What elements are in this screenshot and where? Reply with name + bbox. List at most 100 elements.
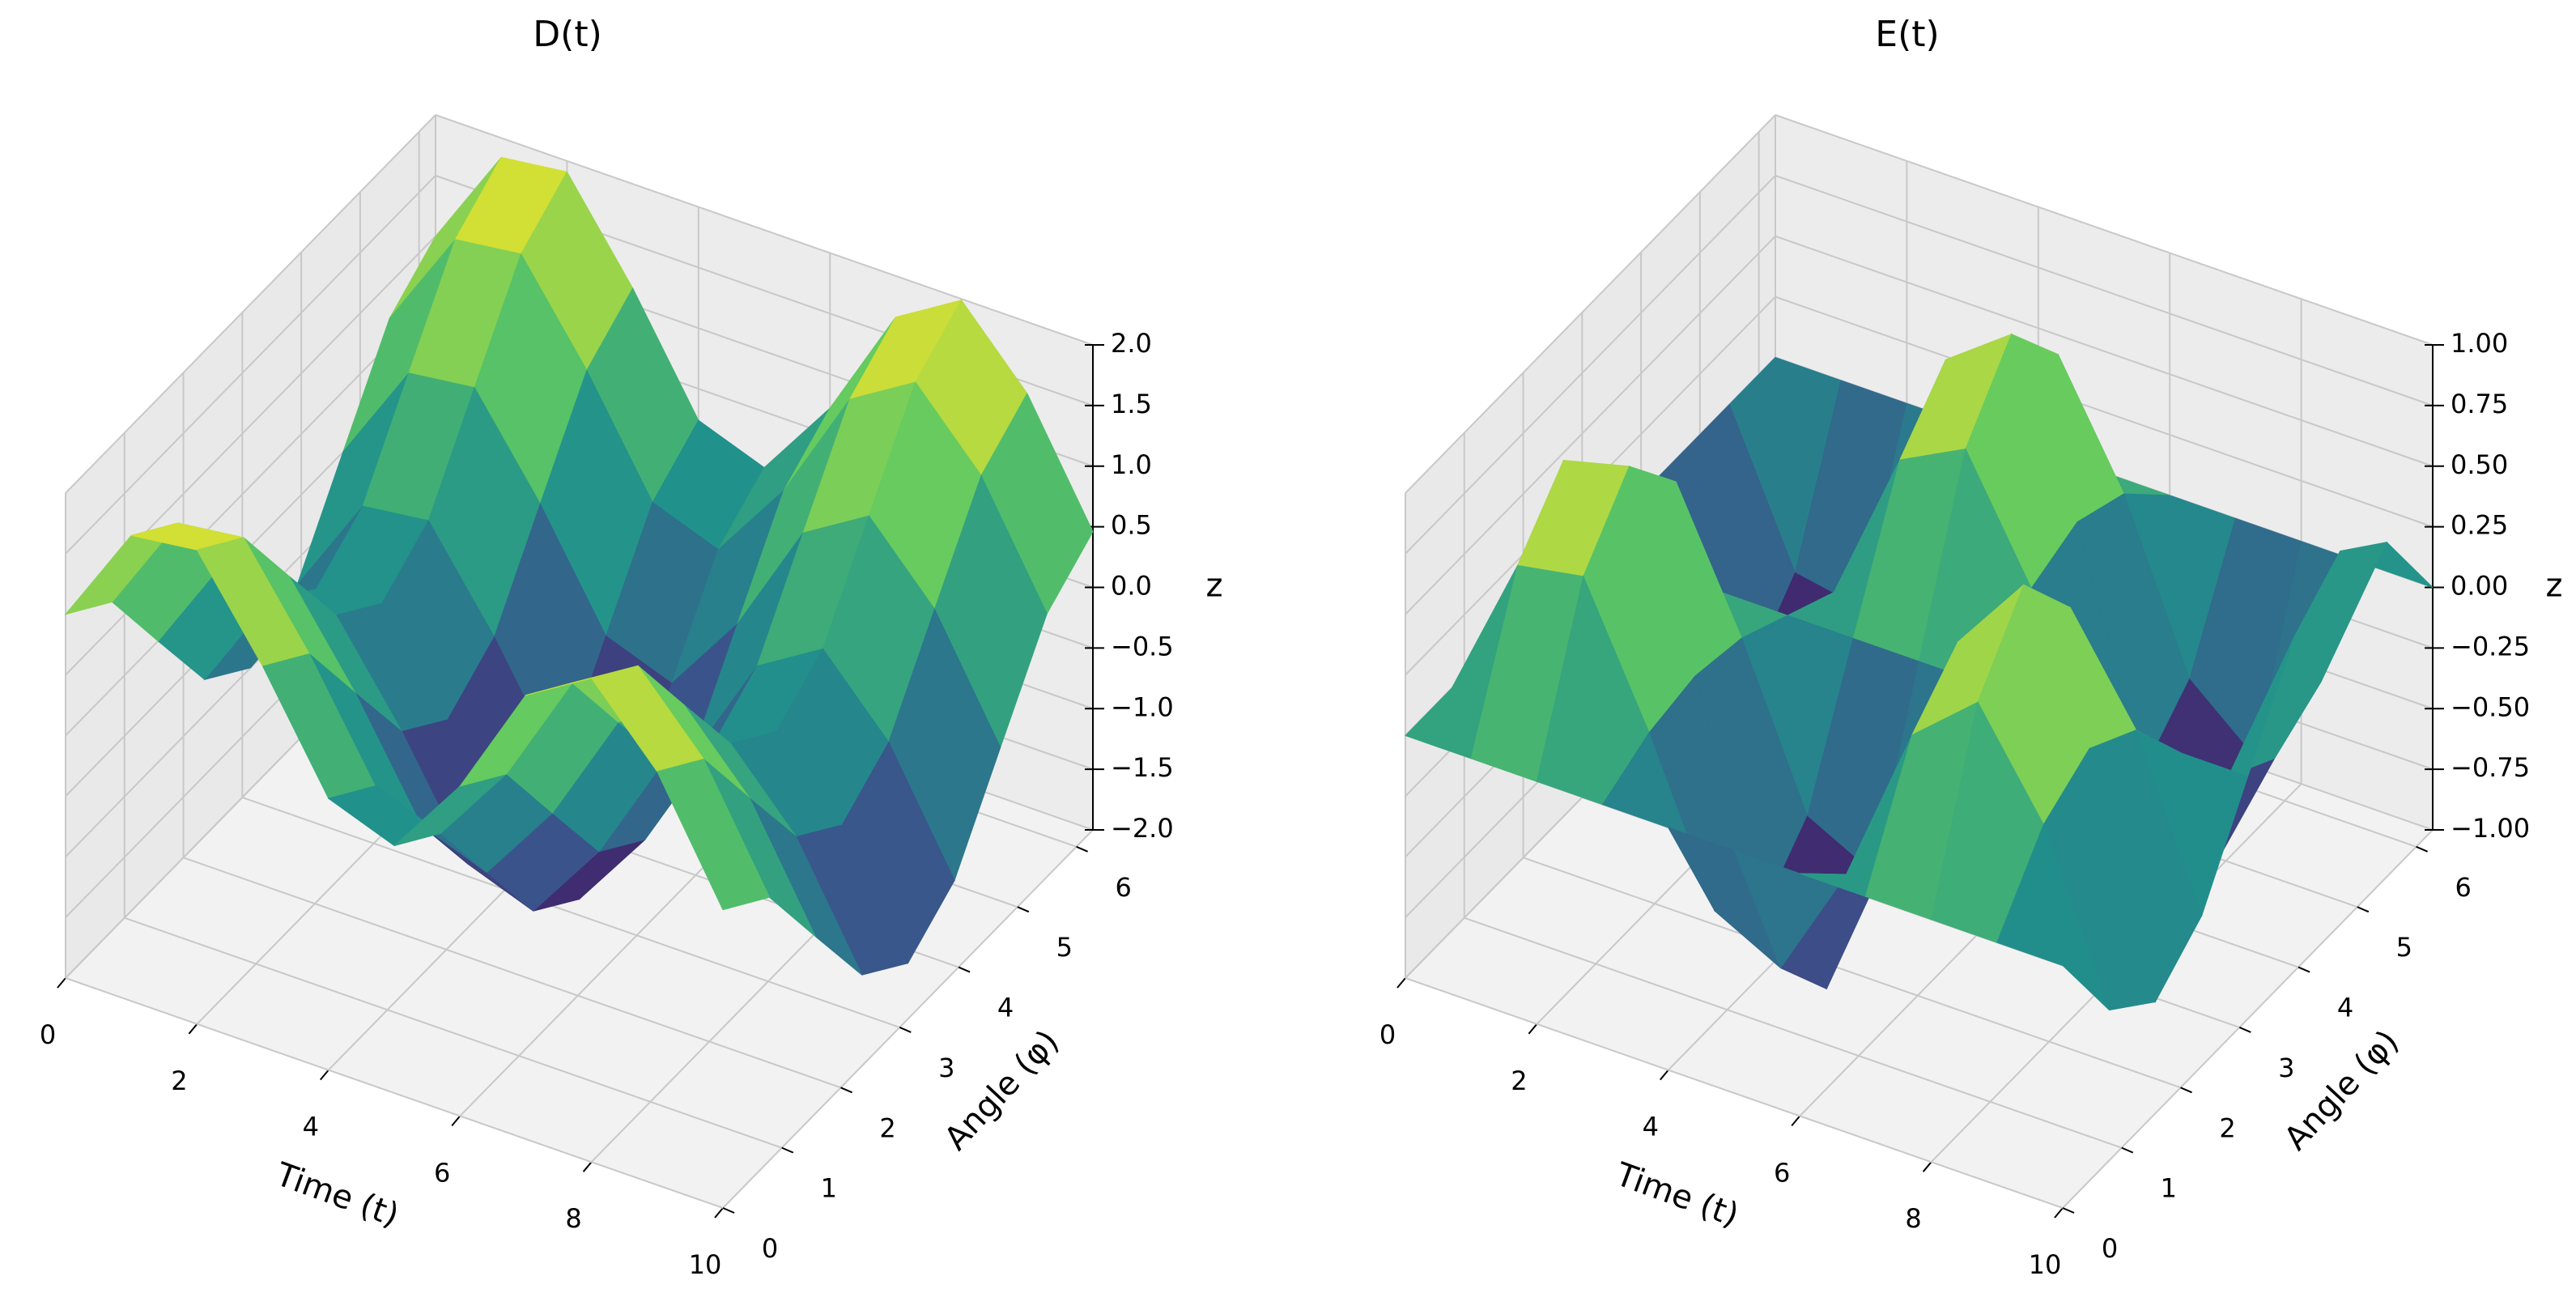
grid-line bbox=[1464, 917, 2123, 1149]
y-tick-label: 5 bbox=[1056, 932, 1073, 963]
grid-line bbox=[183, 857, 841, 1089]
subplot: 0 2 4 6 8 10 0 1 2 3 4 5 6 −1.00 −0.75 −0.50 −0.25 0.00 0.… bbox=[1379, 14, 2563, 1280]
chart-title: E(t) bbox=[1875, 14, 1939, 55]
z-tick-label: 2.0 bbox=[1111, 328, 1152, 359]
tick-mark bbox=[2298, 966, 2310, 973]
grid-line bbox=[722, 829, 1094, 1209]
tick-mark bbox=[1396, 977, 1406, 989]
y-tick-label: 4 bbox=[2337, 993, 2353, 1023]
y-tick-label: 3 bbox=[2278, 1053, 2294, 1083]
x-tick-label: 2 bbox=[1511, 1065, 1527, 1096]
z-axis-label: z bbox=[2546, 568, 2563, 605]
grid-line bbox=[1523, 857, 2181, 1089]
tick-mark bbox=[2054, 1207, 2064, 1219]
x-tick-label: 8 bbox=[1905, 1203, 1921, 1234]
z-tick-label: 0.25 bbox=[2451, 510, 2508, 541]
z-tick-label: −0.25 bbox=[2451, 631, 2530, 661]
tick-mark bbox=[781, 1146, 794, 1154]
y-tick-label: 4 bbox=[997, 993, 1014, 1023]
z-tick-label: −0.50 bbox=[2451, 691, 2530, 722]
tick-mark bbox=[451, 1115, 461, 1127]
grid-line bbox=[1775, 114, 2434, 346]
grid-line bbox=[241, 796, 900, 1028]
z-tick-label: 0.50 bbox=[2451, 449, 2508, 480]
y-tick-label: 6 bbox=[2455, 872, 2471, 903]
tick-mark bbox=[1528, 1023, 1538, 1035]
grid-line bbox=[1775, 174, 2434, 406]
grid-line bbox=[1405, 977, 2064, 1209]
grid-line bbox=[1405, 236, 1776, 615]
y-tick-label: 0 bbox=[762, 1233, 778, 1264]
tick-mark bbox=[1017, 906, 1030, 913]
y-tick-label: 2 bbox=[2219, 1112, 2235, 1143]
tick-mark bbox=[2357, 906, 2370, 913]
grid-line bbox=[65, 114, 436, 494]
z-tick-label: 0.5 bbox=[1111, 510, 1152, 541]
tick-mark bbox=[2416, 845, 2429, 853]
z-tick-label: −1.00 bbox=[2451, 813, 2530, 844]
tick-mark bbox=[714, 1207, 724, 1219]
z-tick-label: 1.5 bbox=[1111, 389, 1152, 419]
grid-line bbox=[435, 114, 1094, 346]
tick-mark bbox=[320, 1069, 329, 1081]
y-axis-label: Angle (φ) bbox=[937, 1023, 1066, 1158]
z-tick-label: −1.5 bbox=[1111, 752, 1174, 783]
chart-title: D(t) bbox=[533, 14, 601, 55]
grid-line bbox=[124, 917, 783, 1149]
x-tick-label: 10 bbox=[2029, 1249, 2062, 1280]
grid-line bbox=[1775, 235, 2434, 467]
grid-line bbox=[2062, 829, 2434, 1209]
y-tick-label: 0 bbox=[2102, 1233, 2118, 1264]
tick-mark bbox=[1076, 845, 1089, 853]
subplot: 0 2 4 6 8 10 0 1 2 3 4 5 6 −2.0 −1.5 −1.0 −0.5 0.0 0.5 1.0 1… bbox=[40, 14, 1223, 1280]
y-tick-label: 5 bbox=[2396, 932, 2412, 963]
tick-mark bbox=[899, 1026, 912, 1033]
tick-mark bbox=[1791, 1115, 1800, 1127]
z-tick-label: −1.0 bbox=[1111, 691, 1174, 722]
y-tick-label: 3 bbox=[938, 1053, 954, 1083]
grid-line bbox=[1405, 175, 1776, 555]
grid-line bbox=[1405, 114, 1776, 494]
z-tick-label: 0.00 bbox=[2451, 571, 2508, 602]
tick-mark bbox=[958, 966, 971, 973]
z-tick-label: −2.0 bbox=[1111, 813, 1174, 844]
y-tick-label: 1 bbox=[2161, 1173, 2177, 1204]
tick-mark bbox=[1660, 1069, 1669, 1081]
y-tick-label: 6 bbox=[1115, 872, 1131, 903]
x-tick-label: 4 bbox=[303, 1112, 319, 1142]
x-axis-label: Time (t) bbox=[270, 1155, 404, 1234]
grid-line bbox=[65, 175, 436, 555]
surface-patch bbox=[657, 759, 771, 911]
tick-mark bbox=[57, 977, 66, 989]
surface-patch bbox=[1996, 823, 2110, 1010]
y-axis-label: Angle (φ) bbox=[2277, 1023, 2406, 1158]
z-tick-label: 1.0 bbox=[1111, 449, 1152, 480]
z-tick-label: −0.5 bbox=[1111, 631, 1174, 661]
tick-mark bbox=[1922, 1161, 1932, 1172]
x-tick-label: 10 bbox=[689, 1249, 722, 1280]
z-axis-label: z bbox=[1206, 568, 1223, 605]
z-tick-label: −0.75 bbox=[2451, 752, 2530, 783]
tick-mark bbox=[2180, 1087, 2192, 1094]
tick-mark bbox=[2062, 1207, 2075, 1214]
x-tick-label: 6 bbox=[434, 1157, 450, 1188]
y-tick-label: 2 bbox=[879, 1112, 895, 1143]
z-tick-label: 0.0 bbox=[1111, 571, 1152, 602]
x-tick-label: 2 bbox=[171, 1065, 187, 1096]
tick-mark bbox=[582, 1161, 593, 1172]
x-tick-label: 6 bbox=[1774, 1157, 1790, 1188]
x-tick-label: 0 bbox=[40, 1019, 56, 1050]
grid-line bbox=[65, 977, 724, 1209]
x-tick-label: 8 bbox=[565, 1203, 581, 1234]
tick-mark bbox=[722, 1207, 735, 1214]
x-tick-label: 0 bbox=[1379, 1019, 1396, 1050]
z-tick-label: 1.00 bbox=[2451, 328, 2508, 359]
tick-mark bbox=[188, 1023, 198, 1035]
y-tick-label: 1 bbox=[821, 1173, 837, 1204]
x-axis-label: Time (t) bbox=[1610, 1155, 1744, 1234]
z-tick-label: 0.75 bbox=[2451, 389, 2508, 419]
tick-mark bbox=[2121, 1146, 2134, 1154]
tick-mark bbox=[2238, 1026, 2251, 1033]
x-tick-label: 4 bbox=[1643, 1112, 1659, 1142]
